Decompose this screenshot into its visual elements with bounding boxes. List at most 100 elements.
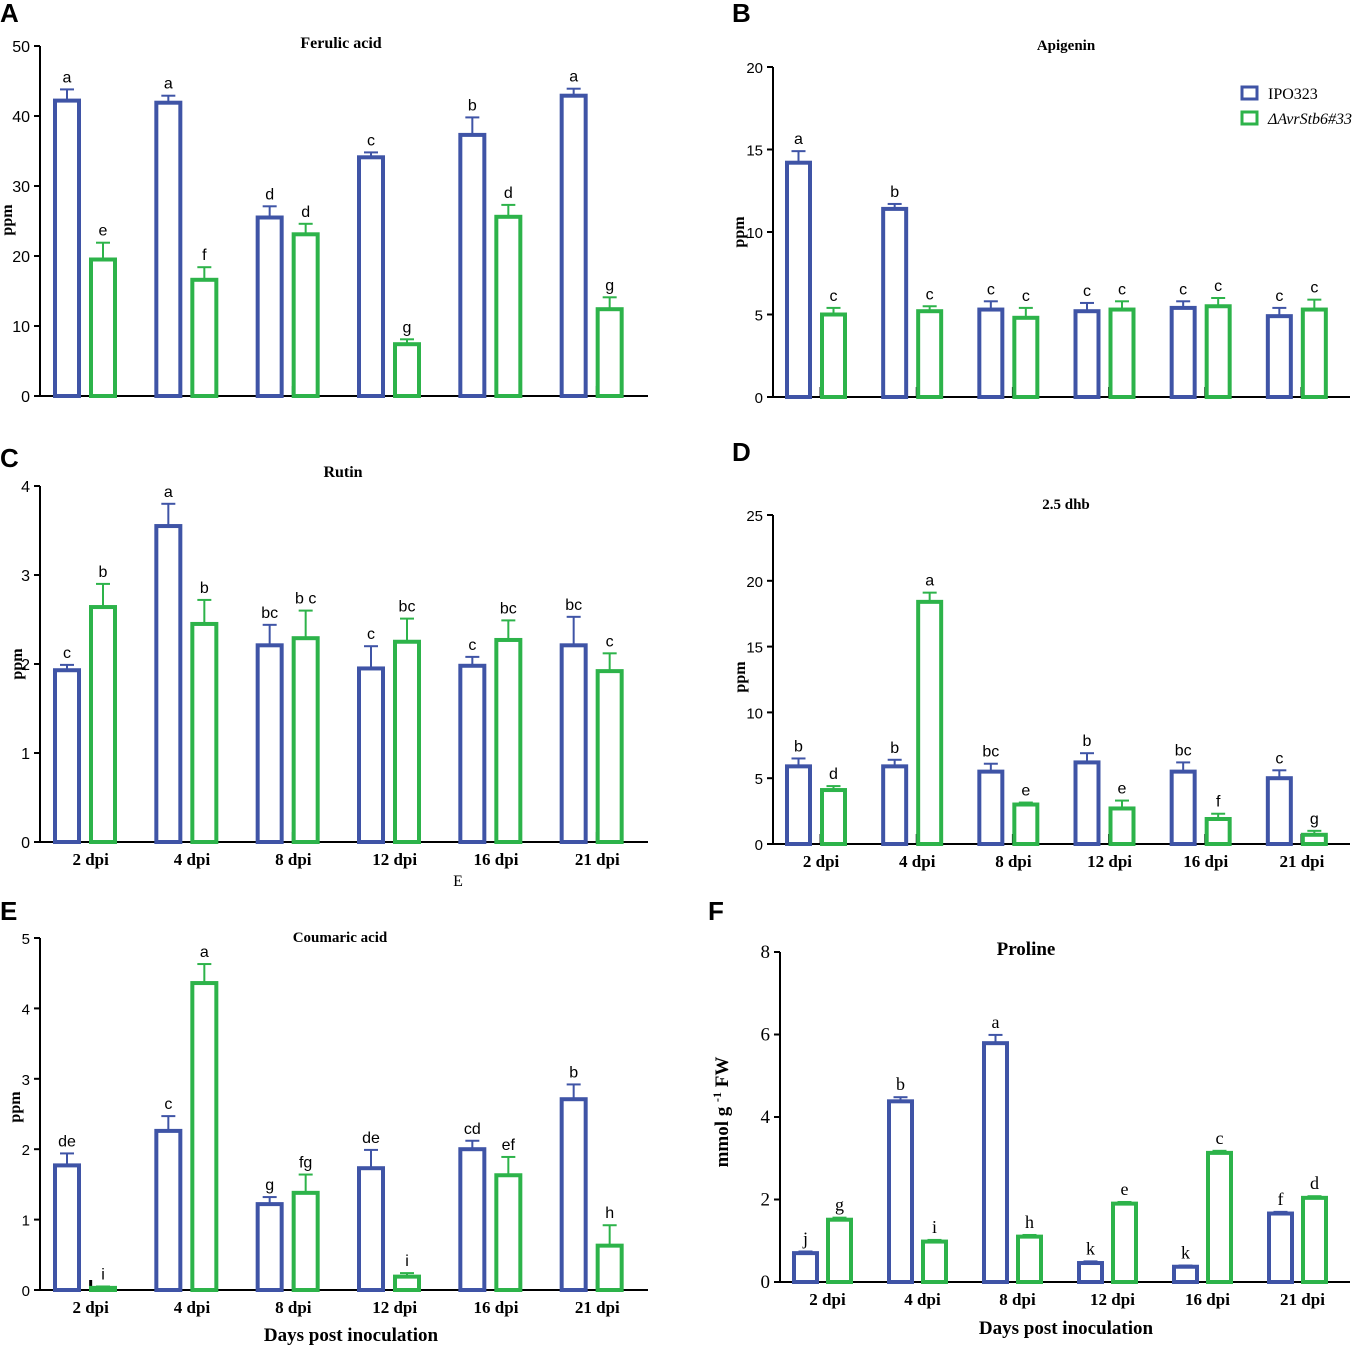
y-tick-label-d: 15 <box>746 640 763 657</box>
y-tick-label-f: 4 <box>761 1107 771 1128</box>
y-tick-label-e: 1 <box>22 1213 30 1230</box>
significance-letter-a: d <box>301 204 310 221</box>
significance-letter-a: c <box>367 132 375 149</box>
significance-letter-a: e <box>99 223 108 240</box>
significance-letter-d: bc <box>982 744 999 761</box>
significance-letter-e: de <box>362 1130 380 1147</box>
y-tick-label-d: 25 <box>746 508 763 525</box>
x-tick-label-f: 16 dpi <box>1185 1290 1230 1309</box>
significance-letter-d: c <box>1275 750 1283 767</box>
bar-d <box>916 599 944 847</box>
significance-letter-e: fg <box>299 1155 312 1172</box>
x-axis-label-e: Days post inoculation <box>264 1325 439 1346</box>
bar-e <box>357 1166 385 1293</box>
panel-a: A Ferulic acid ppm 0 10 20 30 40 50 a e a f d d c g b d a g <box>0 0 648 406</box>
x-tick-label-f: 21 dpi <box>1280 1290 1325 1309</box>
bar-e <box>559 1097 588 1292</box>
x-tick-label-e: 21 dpi <box>575 1298 620 1317</box>
bar-a <box>393 342 421 399</box>
bar-d <box>1073 760 1101 847</box>
bar-e <box>53 1163 81 1292</box>
significance-letter-e: h <box>605 1205 614 1222</box>
bar-d <box>785 764 812 847</box>
y-tick-label-e: 3 <box>22 1072 30 1089</box>
y-tick-label-b: 15 <box>746 143 763 160</box>
y-tick-label-b: 20 <box>746 60 763 77</box>
significance-letter-f: b <box>896 1074 905 1094</box>
significance-letter-e: g <box>265 1177 274 1194</box>
bar-f <box>982 1041 1009 1284</box>
y-tick-label-d: 20 <box>746 574 763 591</box>
bar-d <box>1300 832 1328 847</box>
significance-letter-b: c <box>987 281 995 298</box>
significance-letter-b: a <box>794 131 803 148</box>
y-tick-label-b: 10 <box>746 225 763 242</box>
bar-b <box>785 160 812 399</box>
bar-e <box>255 1202 284 1293</box>
bar-e <box>190 981 219 1293</box>
x-tick-label-e: 16 dpi <box>474 1298 519 1317</box>
y-tick-label-e: 0 <box>22 1283 30 1300</box>
bar-f <box>1267 1211 1294 1285</box>
significance-letter-c: bc <box>261 605 278 622</box>
significance-letter-f: c <box>1216 1128 1224 1148</box>
significance-letter-b: c <box>830 288 838 305</box>
x-tick-label-f: 12 dpi <box>1090 1290 1135 1309</box>
y-tick-label-a: 30 <box>12 179 30 196</box>
bar-a <box>595 307 624 399</box>
y-tick-label-a: 20 <box>12 249 30 266</box>
significance-letter-b: c <box>1275 288 1283 305</box>
significance-letter-f: d <box>1310 1173 1319 1193</box>
significance-letter-c: a <box>164 484 173 501</box>
significance-letter-d: g <box>1310 811 1319 828</box>
bar-b <box>1300 307 1328 399</box>
bar-c <box>559 643 588 844</box>
panel-letter-d: D <box>732 437 751 467</box>
significance-letter-c: bc <box>500 600 517 617</box>
bar-d <box>1108 806 1136 847</box>
panel-letter-b: B <box>732 0 751 28</box>
bar-f <box>792 1251 819 1284</box>
y-tick-label-b: 0 <box>755 390 763 407</box>
y-axis-label-c: ppm <box>9 648 26 680</box>
significance-letter-f: k <box>1181 1243 1190 1263</box>
bar-c <box>458 663 487 845</box>
stray-label: E <box>453 873 463 890</box>
chart-title-f: Proline <box>997 939 1056 960</box>
significance-letter-d: b <box>890 740 899 757</box>
x-tick-label-c: 12 dpi <box>372 850 417 869</box>
x-tick-label-d: 8 dpi <box>995 852 1032 871</box>
bar-e <box>393 1274 421 1293</box>
bar-b <box>820 312 847 399</box>
bar-a <box>357 155 385 398</box>
bar-c <box>255 643 284 844</box>
y-tick-label-f: 2 <box>761 1190 771 1211</box>
bar-c <box>53 668 81 844</box>
bar-e <box>89 1285 117 1292</box>
bar-b <box>1169 305 1197 399</box>
significance-letter-a: a <box>569 69 578 86</box>
bar-c <box>154 524 183 844</box>
significance-letter-f: a <box>992 1012 1000 1032</box>
significance-letter-a: b <box>468 97 477 114</box>
bar-f <box>887 1099 914 1284</box>
significance-letter-d: b <box>794 738 803 755</box>
y-tick-label-f: 6 <box>761 1025 771 1046</box>
x-tick-label-e: 8 dpi <box>275 1298 312 1317</box>
significance-letter-e: a <box>200 944 209 961</box>
bar-b <box>881 206 909 399</box>
y-tick-label-e: 5 <box>22 931 30 948</box>
bar-b <box>916 309 944 400</box>
significance-letter-e: i <box>101 1266 105 1283</box>
significance-letter-c: bc <box>399 599 416 616</box>
bar-e <box>154 1128 183 1292</box>
bar-a <box>291 232 320 398</box>
panel-letter-a: A <box>0 0 19 28</box>
significance-letter-c: c <box>468 637 476 654</box>
legend-label-ipo323: IPO323 <box>1268 86 1318 103</box>
significance-letter-c: b c <box>295 591 316 608</box>
significance-letter-e: ef <box>502 1137 516 1154</box>
legend: IPO323 ΔAvrStb6#33 <box>1240 85 1352 128</box>
significance-letter-b: c <box>1214 278 1222 295</box>
